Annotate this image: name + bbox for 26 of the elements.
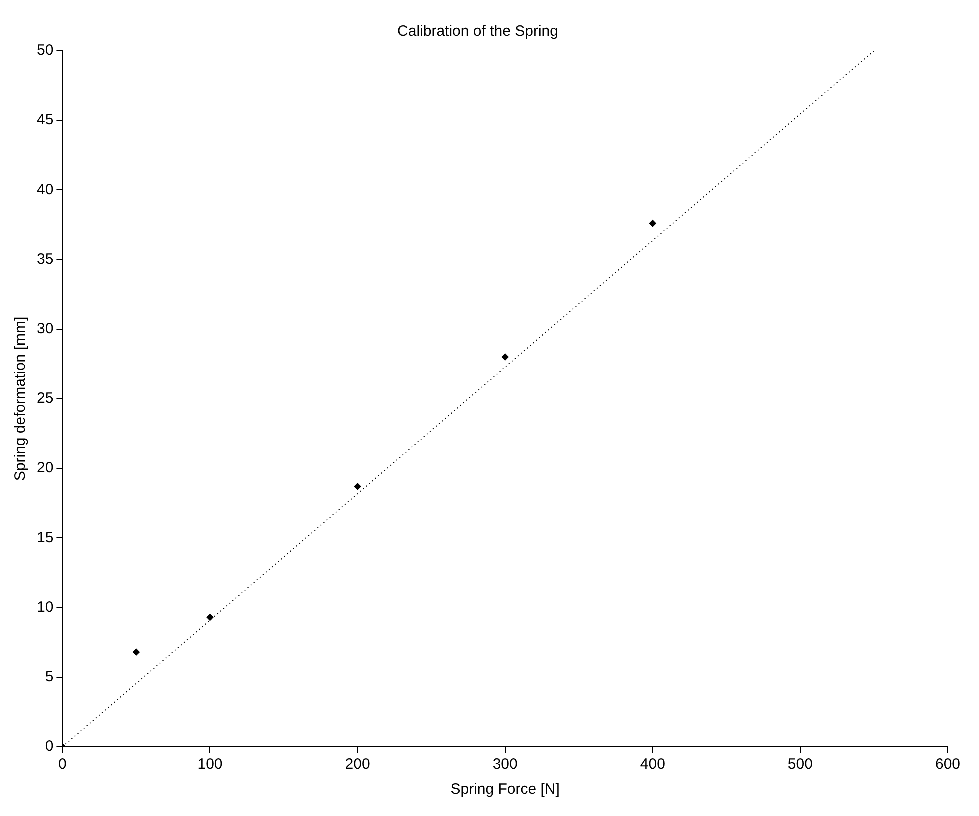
point bbox=[206, 614, 214, 622]
chart-title: Calibration of the Spring bbox=[398, 23, 558, 40]
y-tick-label: 40 bbox=[36, 181, 54, 198]
y-tick-label: 30 bbox=[36, 320, 54, 338]
y-tick-label: 50 bbox=[36, 42, 54, 60]
x-axis-title: Spring Force [N] bbox=[450, 781, 560, 798]
point bbox=[354, 483, 362, 490]
y-tick-label: 15 bbox=[36, 529, 54, 546]
y-axis-title: Spring deformation [mm] bbox=[12, 316, 30, 482]
x-tick-label: 100 bbox=[198, 756, 223, 774]
x-tick-label: 200 bbox=[345, 756, 370, 774]
y-tick-label: 5 bbox=[45, 668, 54, 686]
point bbox=[502, 354, 509, 361]
point bbox=[649, 220, 656, 228]
x-tick-label: 300 bbox=[492, 756, 518, 774]
y-tick-label: 45 bbox=[36, 112, 54, 129]
y-tick-label: 35 bbox=[36, 250, 54, 268]
y-tick-label: 10 bbox=[36, 598, 54, 616]
y-tick-label: 20 bbox=[36, 460, 54, 477]
x-tick-label: 500 bbox=[788, 756, 813, 774]
x-tick-label: 400 bbox=[640, 756, 666, 774]
y-tick-label: 0 bbox=[45, 738, 54, 756]
x-tick-label: 0 bbox=[58, 756, 67, 774]
y-tick-label: 25 bbox=[36, 390, 54, 408]
x-tick-label: 600 bbox=[935, 756, 961, 774]
point bbox=[132, 648, 140, 656]
